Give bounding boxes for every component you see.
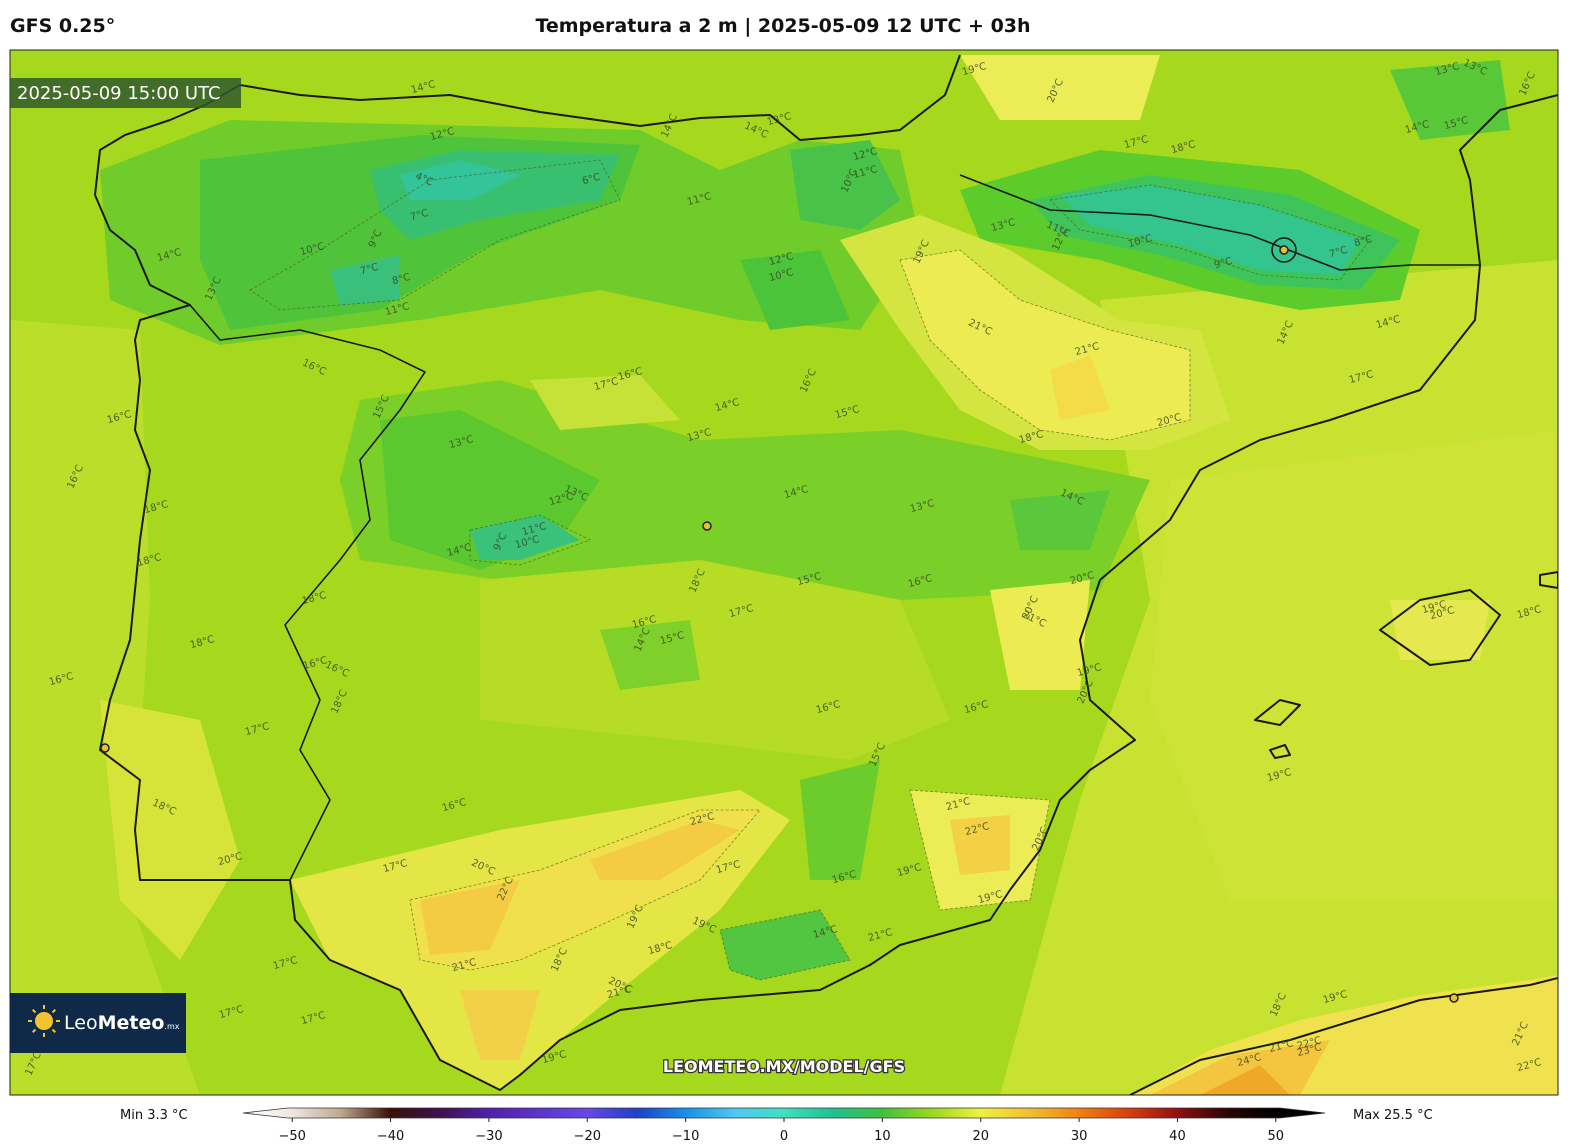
colorbar-tick-label: −30 — [475, 1129, 502, 1144]
colorbar-tick-label: −10 — [672, 1129, 699, 1144]
cities — [100, 245, 1459, 1003]
contour-label: 6°C — [581, 172, 602, 187]
logo: LeoMeteo.mx — [10, 993, 186, 1053]
colorbar-tick-label: 20 — [972, 1129, 989, 1144]
contour-label: 8°C — [391, 272, 412, 287]
model-name: GFS 0.25° — [10, 15, 115, 37]
city-marker — [1279, 245, 1289, 255]
map-frame — [9, 49, 1559, 1096]
colorbar-tick-label: −20 — [574, 1129, 601, 1144]
min-label: Min 3.3 °C — [120, 1108, 188, 1123]
colorbar-tick-label: 10 — [874, 1129, 891, 1144]
colorbar: Min 3.3 °C Max 25.5 °C −50 −40 −30 −20 −10 0 1… — [120, 1107, 1433, 1144]
logo-bold: Meteo — [98, 1012, 165, 1034]
max-label: Max 25.5 °C — [1353, 1108, 1433, 1123]
contour-label: 7°C — [1328, 245, 1349, 260]
city-marker — [1449, 993, 1459, 1003]
logo-sun — [28, 1005, 60, 1037]
colorbar-body — [242, 1107, 1326, 1119]
colorbar-tick-label: 0 — [780, 1129, 788, 1144]
logo-suffix: .mx — [164, 1022, 179, 1031]
coastlines — [94, 54, 1558, 1095]
map-title: Temperatura a 2 m | 2025-05-09 12 UTC + … — [535, 15, 1030, 37]
contour-label: 9°C — [1213, 256, 1234, 271]
logo-text: LeoMeteo.mx — [64, 1012, 180, 1034]
temperature-field — [10, 50, 1558, 1095]
contour-label: 7°C — [409, 208, 430, 223]
city-marker — [100, 743, 110, 753]
city-marker — [702, 521, 712, 531]
contour-label: 8°C — [1353, 234, 1374, 249]
colorbar-tick-label: 50 — [1268, 1129, 1285, 1144]
contour-label: 7°C — [359, 262, 380, 277]
colorbar-tick-label: 30 — [1071, 1129, 1088, 1144]
colorbar-tick-label: −50 — [278, 1129, 305, 1144]
colorbar-tick-label: −40 — [377, 1129, 404, 1144]
colorbar-tick-label: 40 — [1169, 1129, 1186, 1144]
watermark: LEOMETEO.MX/MODEL/GFS — [663, 1057, 905, 1076]
valid-time: 2025-05-09 15:00 UTC — [17, 83, 221, 104]
logo-light: Leo — [64, 1012, 98, 1034]
valid-time-box — [10, 78, 241, 108]
